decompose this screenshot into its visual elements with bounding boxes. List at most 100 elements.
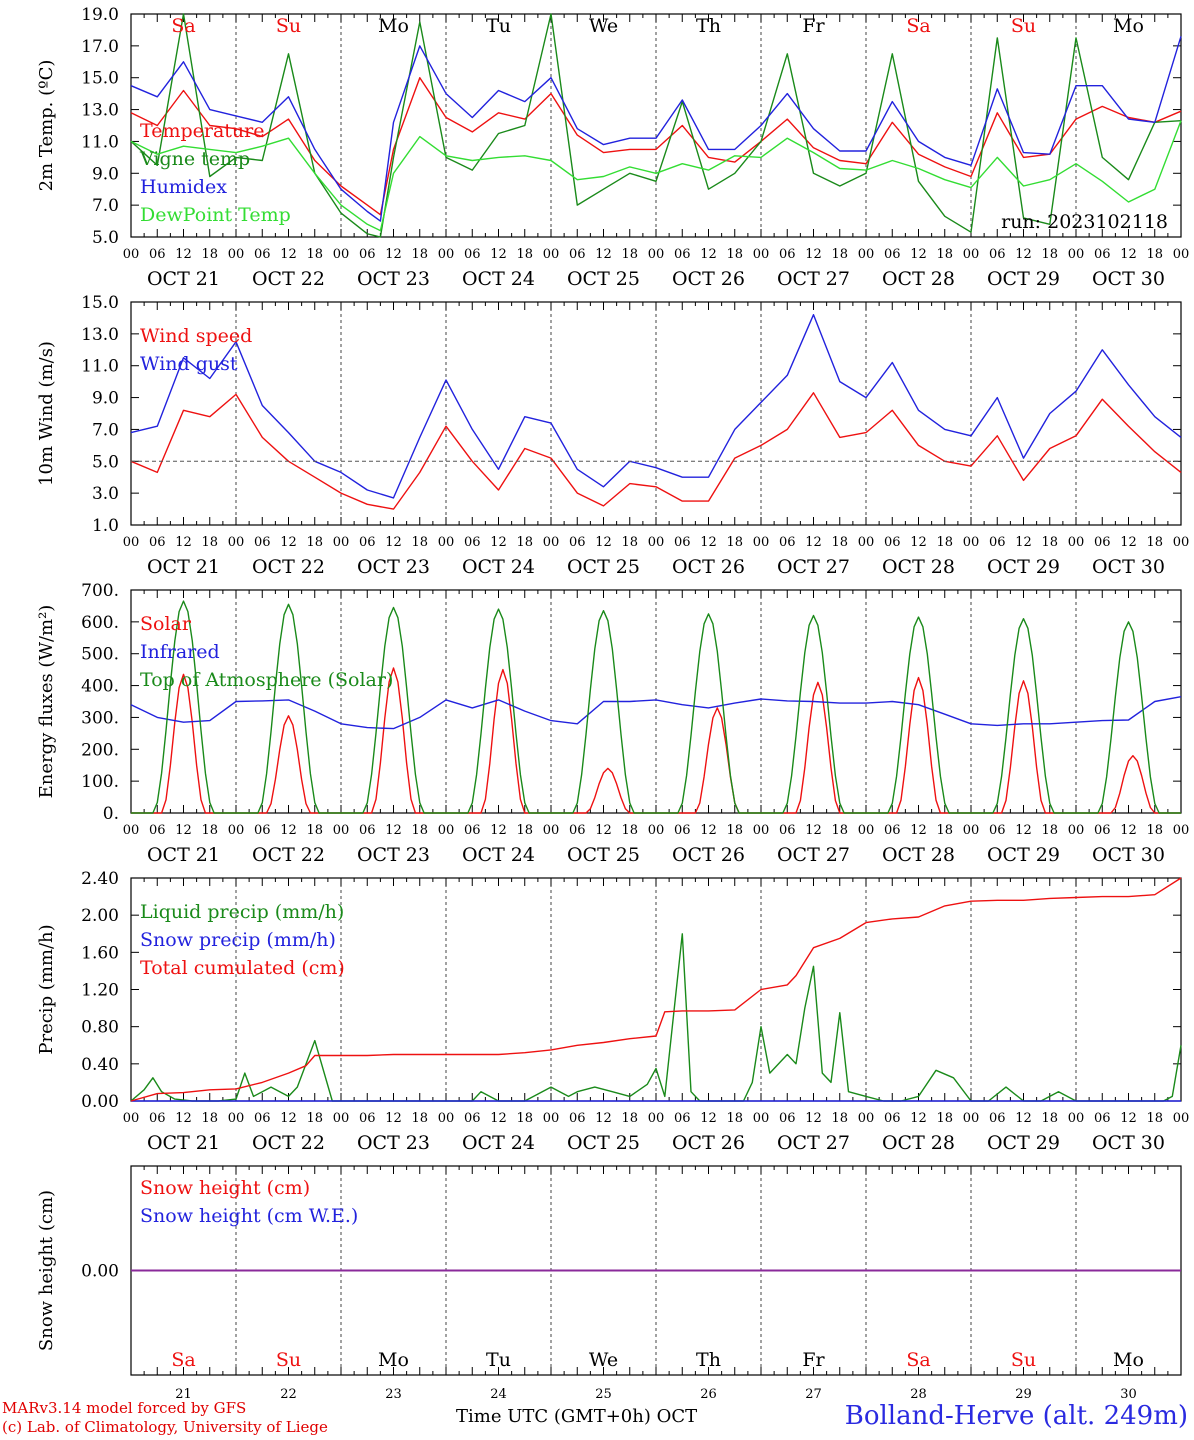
hour-tick-label: 06 xyxy=(779,247,796,262)
date-label: OCT 28 xyxy=(882,1132,955,1154)
hour-tick-label: 00 xyxy=(753,823,770,838)
hour-tick-label: 00 xyxy=(858,247,875,262)
hour-tick-label: 06 xyxy=(884,247,901,262)
date-label: OCT 25 xyxy=(567,556,640,578)
y-tick-label: 0.00 xyxy=(81,1262,119,1282)
date-label: OCT 30 xyxy=(1092,556,1165,578)
hour-tick-label: 12 xyxy=(490,823,507,838)
hour-tick-label: 00 xyxy=(963,535,980,550)
day-abbr: Su xyxy=(1011,1349,1036,1371)
hour-tick-label: 18 xyxy=(306,535,323,550)
hour-tick-label: 18 xyxy=(621,535,638,550)
date-label: OCT 27 xyxy=(777,556,850,578)
hour-tick-label: 00 xyxy=(438,823,455,838)
day-abbr: We xyxy=(589,15,618,37)
hour-tick-label: 00 xyxy=(648,247,665,262)
y-tick-label: 0.00 xyxy=(81,1092,119,1112)
date-label: OCT 25 xyxy=(567,844,640,866)
hour-tick-label: 12 xyxy=(1120,1111,1137,1126)
hour-tick-label: 00 xyxy=(1068,535,1085,550)
hour-tick-label: 12 xyxy=(700,247,717,262)
hour-tick-label: 18 xyxy=(411,535,428,550)
hour-tick-label: 12 xyxy=(1120,535,1137,550)
hour-tick-label: 12 xyxy=(175,535,192,550)
y-tick-label: 400. xyxy=(81,677,119,697)
hour-tick-label: 06 xyxy=(359,247,376,262)
hour-tick-label: 12 xyxy=(175,247,192,262)
hour-tick-label: 06 xyxy=(674,823,691,838)
hour-tick-label: 12 xyxy=(1015,247,1032,262)
hour-tick-label: 06 xyxy=(989,1111,1006,1126)
hour-tick-label: 06 xyxy=(254,823,271,838)
hour-tick-label: 00 xyxy=(123,247,140,262)
credit-line-1: MARv3.14 model forced by GFS xyxy=(2,1399,247,1417)
hour-tick-label: 18 xyxy=(1146,1111,1163,1126)
hour-tick-label: 12 xyxy=(385,1111,402,1126)
hour-tick-label: 06 xyxy=(254,247,271,262)
hour-tick-label: 12 xyxy=(280,247,297,262)
day-abbr: We xyxy=(589,1349,618,1371)
date-label: OCT 29 xyxy=(987,844,1060,866)
y-tick-label: 13.0 xyxy=(81,101,119,121)
time-axis-label: Time UTC (GMT+0h) OCT xyxy=(456,1406,698,1427)
date-label: OCT 22 xyxy=(252,268,325,290)
day-number: 23 xyxy=(385,1387,402,1402)
hour-tick-label: 06 xyxy=(989,247,1006,262)
hour-tick-label: 06 xyxy=(884,823,901,838)
hour-tick-label: 12 xyxy=(1015,1111,1032,1126)
hour-tick-label: 18 xyxy=(726,1111,743,1126)
day-number: 26 xyxy=(700,1387,717,1402)
date-label: OCT 23 xyxy=(357,1132,430,1154)
hour-tick-label: 12 xyxy=(385,247,402,262)
hour-tick-label: 18 xyxy=(411,247,428,262)
hour-tick-label: 00 xyxy=(543,1111,560,1126)
date-label: OCT 30 xyxy=(1092,1132,1165,1154)
hour-tick-label: 06 xyxy=(674,535,691,550)
hour-tick-label: 18 xyxy=(516,535,533,550)
date-label: OCT 22 xyxy=(252,1132,325,1154)
hour-tick-label: 06 xyxy=(884,535,901,550)
series-line xyxy=(130,314,1182,499)
day-number: 28 xyxy=(910,1387,927,1402)
hour-tick-label: 12 xyxy=(490,247,507,262)
hour-tick-label: 12 xyxy=(175,823,192,838)
legend-entry: Top of Atmosphere (Solar) xyxy=(140,669,393,691)
hour-tick-label: 18 xyxy=(621,1111,638,1126)
legend-entry: Wind gust xyxy=(140,353,238,375)
hour-tick-label: 00 xyxy=(438,1111,455,1126)
day-abbr: Sa xyxy=(906,15,930,37)
hour-tick-label: 00 xyxy=(228,1111,245,1126)
hour-tick-label: 12 xyxy=(175,1111,192,1126)
series-line xyxy=(130,36,1182,222)
series-line xyxy=(130,877,1182,1102)
hour-tick-label: 18 xyxy=(1041,1111,1058,1126)
date-label: OCT 26 xyxy=(672,556,745,578)
y-axis-label: 2m Temp. (ºC) xyxy=(36,60,57,192)
y-axis-label: Precip (mm/h) xyxy=(36,924,57,1054)
day-number: 25 xyxy=(595,1387,612,1402)
hour-tick-label: 12 xyxy=(910,823,927,838)
hour-tick-label: 12 xyxy=(385,823,402,838)
legend-entry: Wind speed xyxy=(140,325,252,347)
hour-tick-label: 18 xyxy=(516,1111,533,1126)
hour-tick-label: 12 xyxy=(280,823,297,838)
day-abbr: Tu xyxy=(486,15,511,37)
hour-tick-label: 12 xyxy=(1015,535,1032,550)
location-label: Bolland-Herve (alt. 249m) xyxy=(844,1401,1188,1431)
hour-tick-label: 00 xyxy=(1173,535,1190,550)
date-label: OCT 24 xyxy=(462,844,535,866)
hour-tick-label: 06 xyxy=(149,1111,166,1126)
hour-tick-label: 00 xyxy=(1068,247,1085,262)
day-number: 21 xyxy=(175,1387,192,1402)
y-tick-label: 200. xyxy=(81,740,119,760)
hour-tick-label: 18 xyxy=(831,1111,848,1126)
hour-tick-label: 06 xyxy=(1094,247,1111,262)
panel-2: 1.0 3.0 5.0 7.0 9.0 11.0 13.0 15.0 10m Wind (m/s… xyxy=(36,293,1189,578)
date-label: OCT 25 xyxy=(567,1132,640,1154)
hour-tick-label: 18 xyxy=(201,1111,218,1126)
y-tick-label: 9.0 xyxy=(92,389,119,409)
hour-tick-label: 00 xyxy=(858,1111,875,1126)
y-tick-label: 15.0 xyxy=(81,293,119,313)
hour-tick-label: 00 xyxy=(963,247,980,262)
